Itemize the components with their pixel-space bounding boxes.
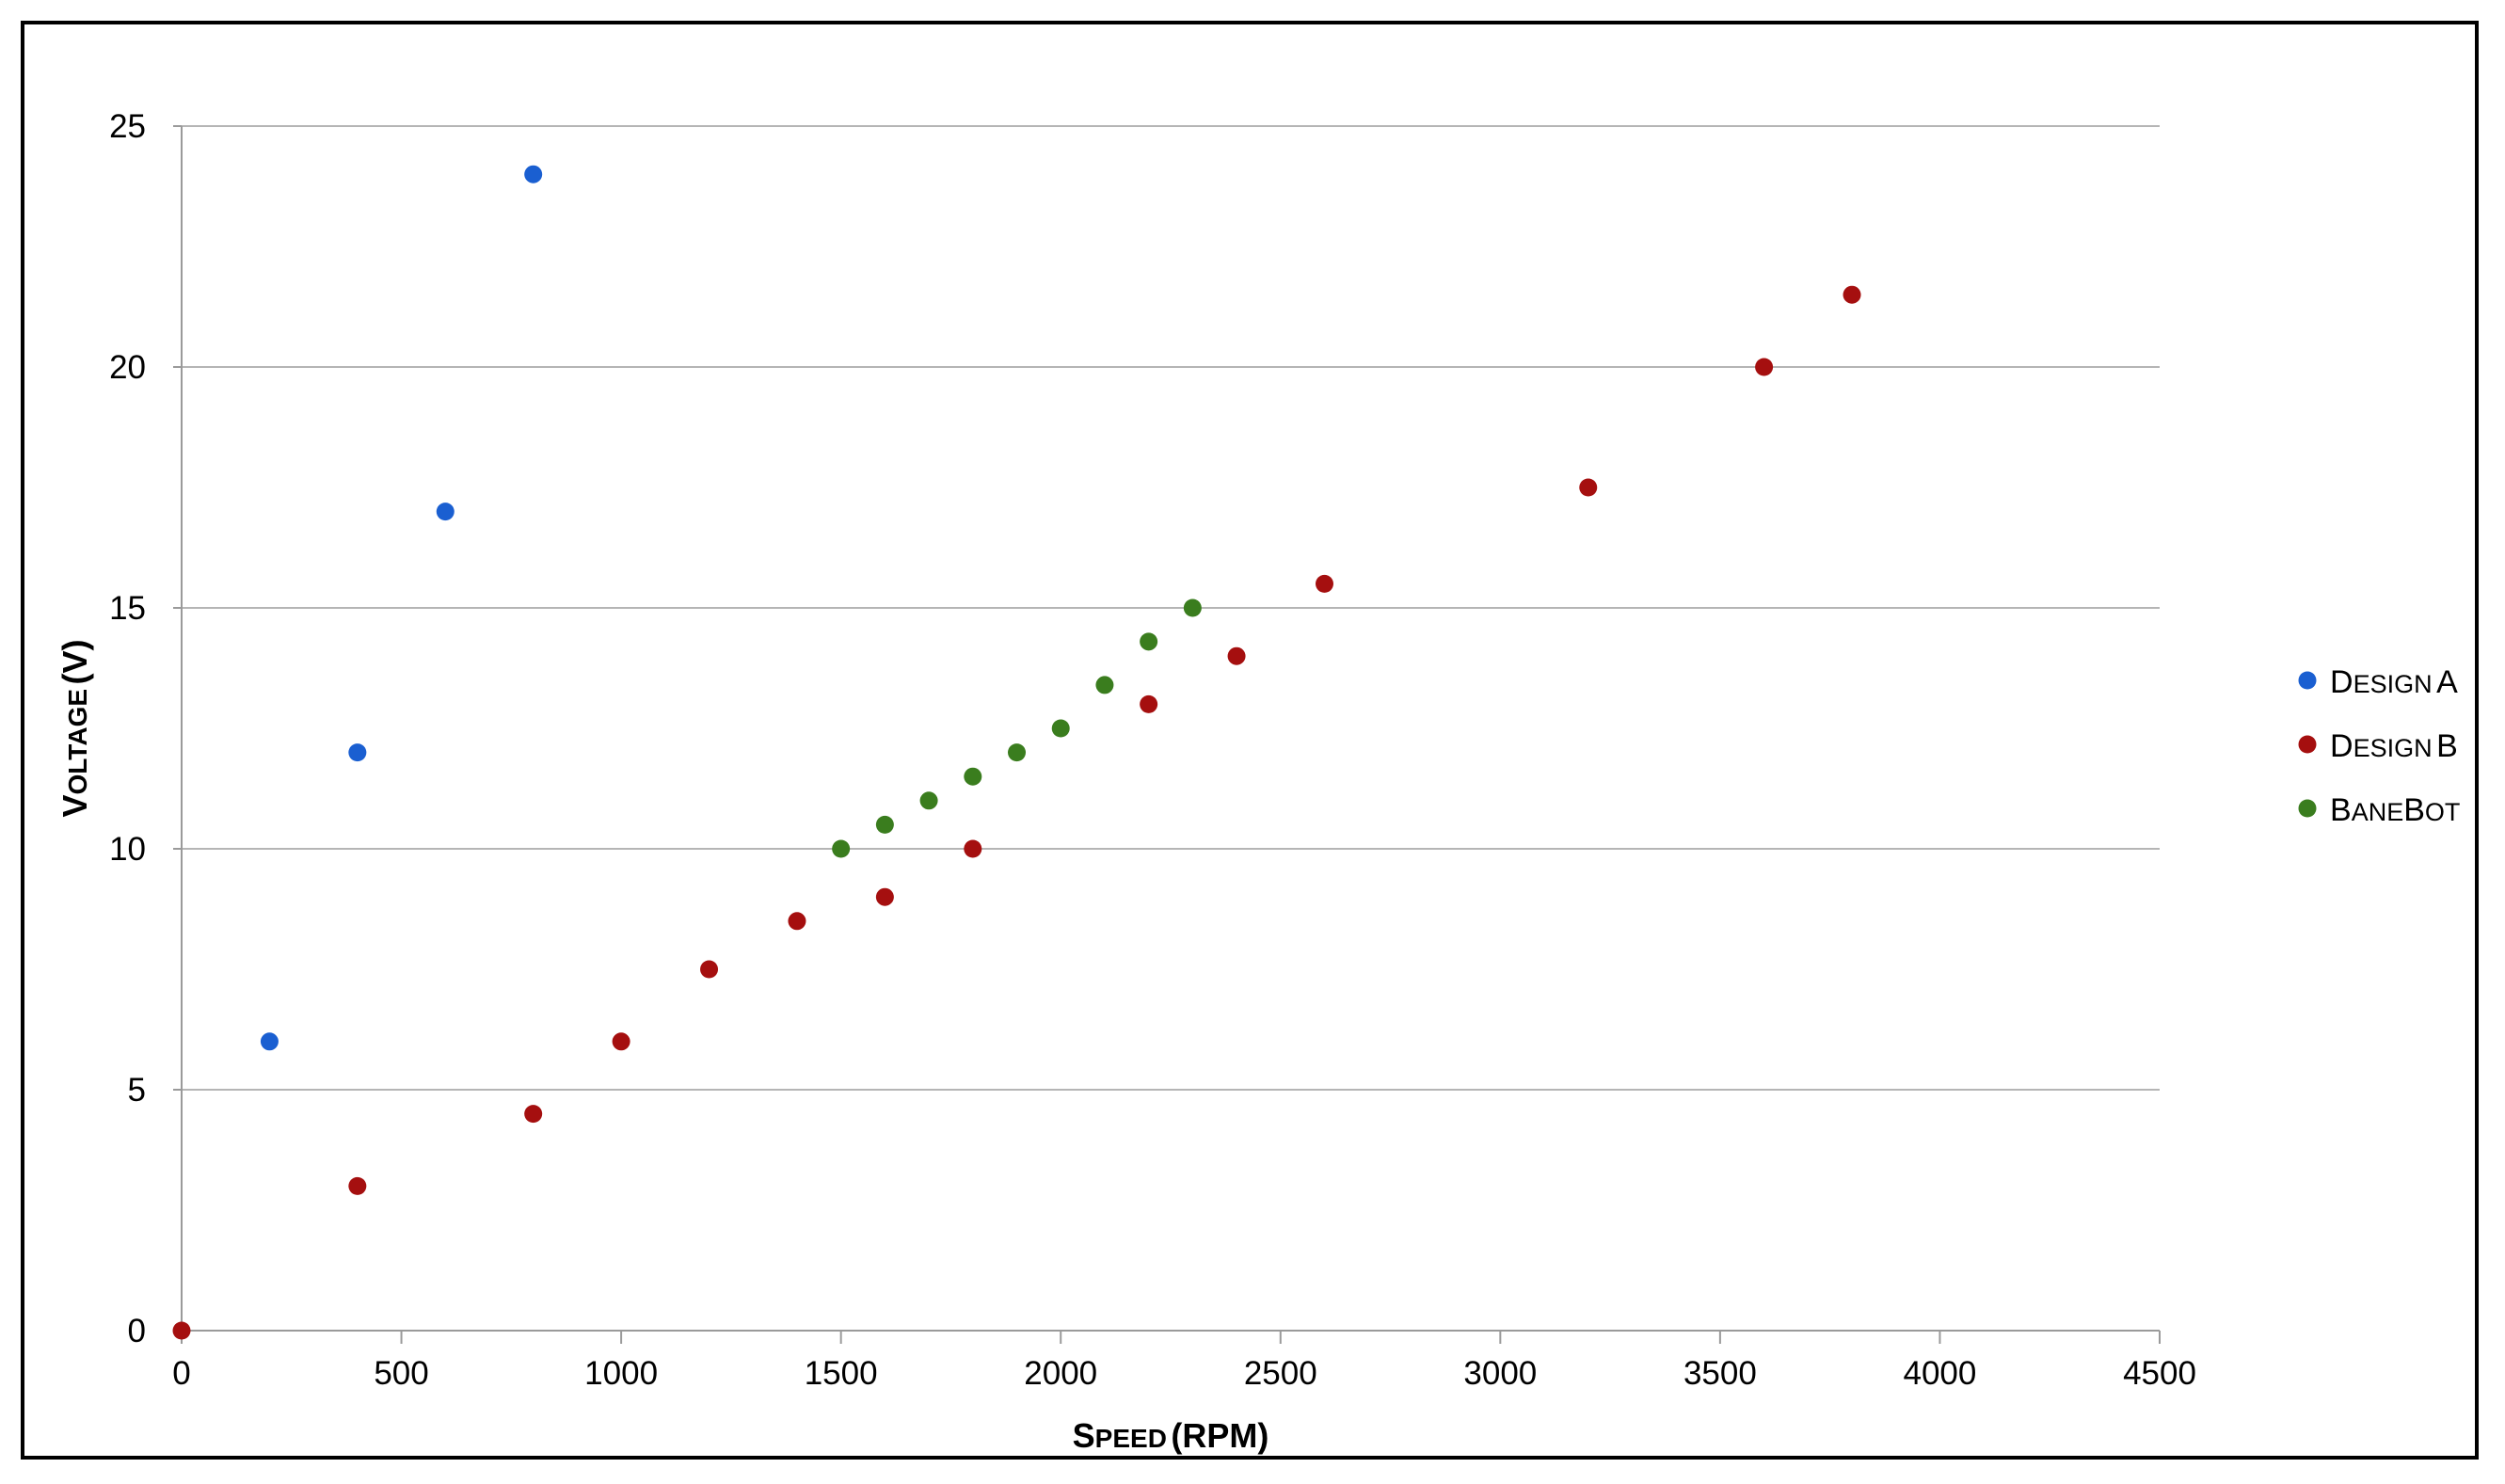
x-tick-label: 4000	[1904, 1355, 1977, 1392]
legend-label: DESIGN A	[2330, 664, 2458, 700]
point-design-b	[172, 1321, 191, 1340]
point-banebot	[832, 839, 851, 858]
x-tick-label: 1500	[805, 1355, 878, 1392]
point-banebot	[875, 815, 894, 834]
legend-label: BANEBOT	[2330, 792, 2460, 828]
x-tick-label: 4500	[2123, 1355, 2196, 1392]
gridlines	[182, 125, 2160, 1091]
point-banebot	[1008, 743, 1027, 762]
point-design-b	[1755, 358, 1774, 376]
point-design-b	[964, 839, 982, 858]
data-points	[172, 165, 1861, 1340]
point-design-a	[436, 503, 455, 521]
point-banebot	[1140, 632, 1158, 651]
x-tick-label: 1000	[584, 1355, 658, 1392]
x-tick-label: 3500	[1683, 1355, 1757, 1392]
point-banebot	[1051, 719, 1070, 738]
y-tick-label: 15	[109, 590, 146, 627]
point-design-b	[788, 912, 806, 931]
x-tick-label: 2000	[1024, 1355, 1097, 1392]
y-tick-label: 0	[128, 1313, 146, 1349]
point-banebot	[964, 767, 982, 786]
point-design-b	[1315, 574, 1333, 593]
x-tick-label: 0	[172, 1355, 190, 1392]
legend-label: DESIGN B	[2330, 728, 2458, 764]
axes: 0 5 10 15 20 25 0 500 1000 1500 2000 2500 3000 3500 40…	[56, 108, 2196, 1455]
legend-marker	[2298, 799, 2317, 818]
legend-marker	[2298, 735, 2317, 754]
y-tick-label: 10	[109, 831, 146, 868]
y-tick-label: 25	[109, 108, 146, 145]
legend: DESIGN A DESIGN B BANEBOT	[2298, 664, 2460, 828]
legend-marker	[2298, 671, 2317, 690]
point-design-b	[1843, 285, 1861, 304]
point-design-a	[348, 743, 367, 762]
y-tick-label: 20	[109, 349, 146, 386]
point-design-a	[260, 1032, 279, 1051]
point-design-b	[524, 1105, 543, 1124]
x-axis-title: SPEED (RPM)	[1073, 1416, 1269, 1455]
chart-frame	[21, 21, 2479, 1460]
point-design-b	[875, 887, 894, 906]
point-design-b	[612, 1032, 630, 1051]
point-design-b	[1227, 646, 1246, 665]
point-design-b	[1579, 478, 1598, 497]
point-banebot	[919, 791, 938, 810]
point-design-b	[348, 1176, 367, 1195]
x-tick-label: 500	[374, 1355, 428, 1392]
x-tick-label: 2500	[1244, 1355, 1317, 1392]
y-axis-title: VOLTAGE (V)	[56, 639, 94, 817]
point-design-b	[700, 960, 719, 979]
x-tick-label: 3000	[1463, 1355, 1537, 1392]
point-design-b	[1140, 694, 1158, 713]
point-design-a	[524, 165, 543, 184]
point-banebot	[1183, 598, 1202, 617]
point-banebot	[1095, 676, 1114, 694]
y-tick-label: 5	[128, 1072, 146, 1109]
